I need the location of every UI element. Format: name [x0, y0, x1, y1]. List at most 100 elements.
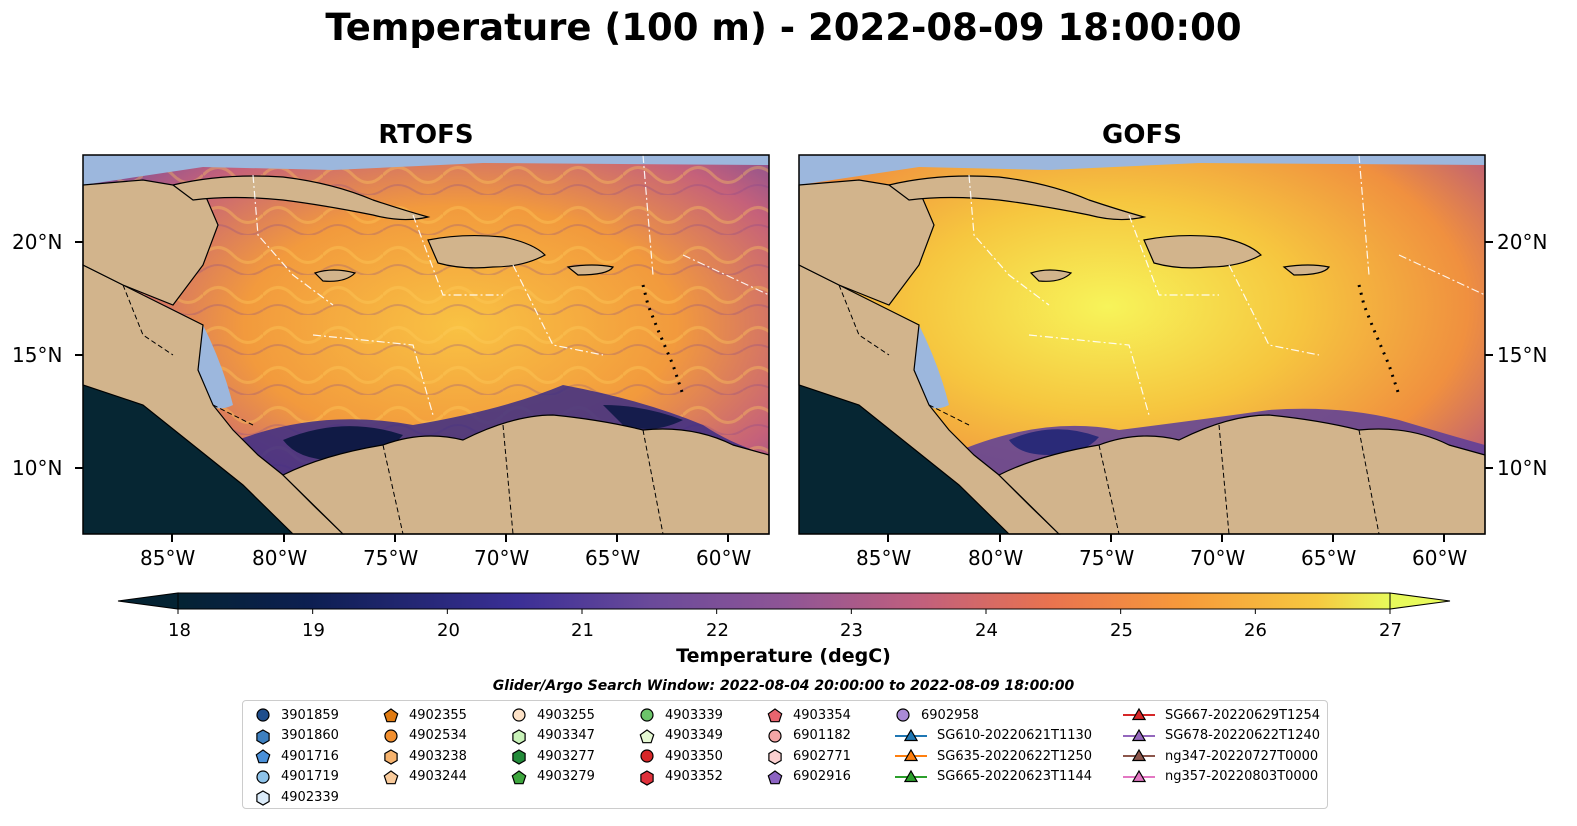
- legend-label: 6902958: [921, 707, 979, 723]
- colorbar-extend-low: [117, 592, 179, 610]
- legend-marker-icon: [767, 769, 783, 784]
- legend-label: 6902771: [793, 748, 851, 764]
- panel-title-gofs: GOFS: [1102, 120, 1182, 150]
- legend-entry: 4903255: [509, 705, 595, 725]
- legend-label: 3901860: [281, 728, 339, 743]
- lon-tick-label: 75°W: [363, 546, 419, 570]
- lon-tick-label: 80°W: [252, 546, 308, 570]
- colorbar-extend-high: [1389, 592, 1451, 610]
- legend-marker-icon: [895, 748, 927, 762]
- legend-label: 4901719: [281, 769, 339, 784]
- search-window-caption: Glider/Argo Search Window: 2022-08-04 20…: [492, 678, 1075, 694]
- colorbar-tick-label: 19: [302, 620, 325, 641]
- main-title: Temperature (100 m) - 2022-08-09 18:00:0…: [325, 6, 1242, 49]
- legend-marker-icon: [256, 708, 270, 722]
- lat-tick-label: 15°N: [12, 343, 63, 367]
- legend-label: 4903354: [793, 707, 851, 723]
- legend-entry: 3901859: [253, 705, 339, 725]
- eez-lines: [968, 154, 1486, 416]
- legend-marker-icon: [768, 749, 782, 765]
- pacific-ocean: [83, 385, 293, 534]
- legend-entry: SG678-20220622T1240: [1121, 726, 1320, 746]
- colorbar-tick-label: 21: [571, 620, 594, 641]
- legend-label: 4903350: [665, 748, 723, 764]
- legend-label: 4903279: [537, 769, 595, 784]
- lon-tick-label: 65°W: [1301, 546, 1357, 570]
- legend-entry: 4902355: [381, 705, 467, 725]
- legend-marker-icon: [512, 708, 526, 722]
- colorbar-title: Temperature (degC): [676, 645, 891, 667]
- legend-label: 4903244: [409, 769, 467, 784]
- legend-label: 4902534: [409, 728, 467, 743]
- lat-tick-label: 10°N: [1497, 456, 1548, 480]
- eez-lines: [252, 154, 770, 416]
- legend-marker-icon: [640, 749, 654, 763]
- legend-label: 3901859: [281, 707, 339, 723]
- legend-entry: 3901860: [253, 726, 339, 746]
- land-hispaniola: [427, 234, 546, 269]
- map-panel-gofs: [798, 154, 1486, 535]
- legend-entry: 6902771: [765, 746, 851, 766]
- land-puerto-rico: [566, 264, 614, 276]
- legend-label: 4902339: [281, 789, 339, 805]
- legend-label: 6902916: [793, 769, 851, 784]
- legend-marker-icon: [256, 728, 270, 745]
- legend-label: 4903349: [665, 728, 723, 743]
- legend-marker-icon: [640, 708, 654, 722]
- legend-marker-icon: [1123, 728, 1155, 741]
- legend-marker-icon: [512, 749, 526, 765]
- pacific-ocean: [799, 385, 1009, 534]
- colorbar-tick-label: 24: [975, 620, 998, 641]
- legend-marker-icon: [511, 769, 527, 784]
- tick-marks: [75, 241, 1493, 542]
- lon-tick-label: 60°W: [1412, 546, 1468, 570]
- legend-entry: 6902916: [765, 767, 851, 787]
- land-south-america: [281, 414, 770, 535]
- legend-entry: 6902958: [893, 705, 979, 725]
- colorbar-tick-label: 20: [437, 620, 460, 641]
- lon-tick-label: 65°W: [585, 546, 641, 570]
- legend-marker-icon: [896, 708, 910, 722]
- legend-marker-icon: [512, 728, 526, 745]
- legend-entry: 4903347: [509, 726, 595, 746]
- lon-tick-label: 80°W: [968, 546, 1024, 570]
- cold-eddy: [603, 405, 683, 429]
- lon-tick-label: 85°W: [856, 546, 912, 570]
- lon-tick-label: 70°W: [474, 546, 530, 570]
- map-frame: [82, 154, 770, 535]
- lat-tick-label: 10°N: [12, 456, 63, 480]
- legend-label: SG667-20220629T1254: [1165, 707, 1321, 723]
- legend-entry: SG635-20220622T1250: [893, 746, 1092, 766]
- legend-entry: 4903277: [509, 746, 595, 766]
- lat-tick-label: 15°N: [1497, 343, 1548, 367]
- colorbar-tick-label: 25: [1110, 620, 1133, 641]
- shelf-honduras: [198, 325, 233, 409]
- legend-label: ng347-20220727T0000: [1165, 748, 1319, 764]
- land-cuba: [887, 175, 1147, 221]
- colorbar-tick-label: 26: [1244, 620, 1267, 641]
- lesser-antilles: [1357, 284, 1401, 396]
- lon-tick-label: 75°W: [1079, 546, 1135, 570]
- legend-marker-icon: [1123, 769, 1155, 782]
- legend-entry: SG610-20220621T1130: [893, 726, 1092, 746]
- legend-entry: 4903354: [765, 705, 851, 725]
- colorbar-tick-label: 22: [706, 620, 729, 641]
- legend-marker-icon: [1123, 707, 1155, 721]
- lon-tick-label: 60°W: [696, 546, 752, 570]
- legend-marker-icon: [1123, 748, 1155, 762]
- legend: 3901859 3901860 4901716 4901719 4902339 49023…: [242, 700, 1328, 809]
- legend-label: SG635-20220622T1250: [937, 748, 1093, 764]
- legend-label: 6901182: [793, 728, 851, 743]
- legend-marker-icon: [256, 790, 270, 806]
- colorbar-bar: [177, 592, 1391, 610]
- legend-entry: 4903349: [637, 726, 723, 746]
- legend-label: 4903347: [537, 728, 595, 743]
- legend-entry: 4903279: [509, 767, 595, 787]
- map-panel-rtofs: [82, 154, 770, 535]
- legend-label: 4902355: [409, 707, 467, 723]
- colorbar-tick-label: 27: [1379, 620, 1402, 641]
- colorbar-tick-label: 18: [168, 620, 191, 641]
- land-jamaica: [1029, 269, 1073, 282]
- lon-tick-label: 85°W: [140, 546, 196, 570]
- legend-marker-icon: [639, 728, 655, 743]
